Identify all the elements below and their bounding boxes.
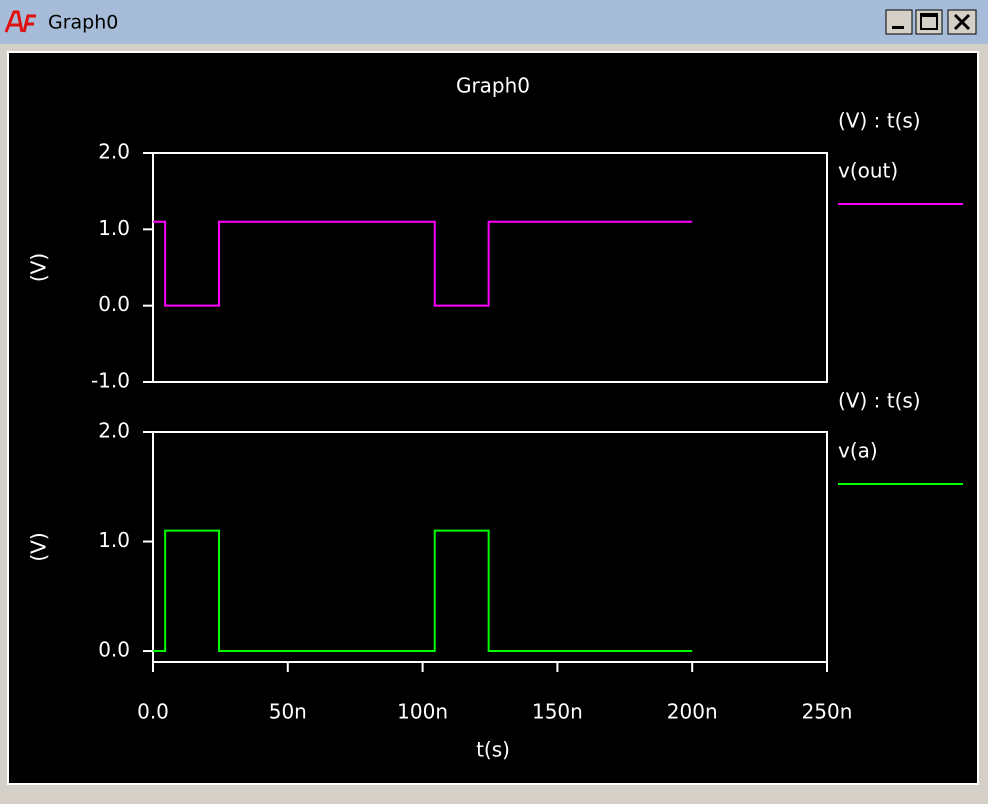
y-tick-label: 1.0 <box>98 216 130 240</box>
x-tick-label: 100n <box>397 700 448 724</box>
window-title: Graph0 <box>48 12 118 34</box>
axes-box <box>152 152 828 383</box>
y-tick-label: 2.0 <box>98 419 130 443</box>
chart-title: Graph0 <box>456 74 530 98</box>
close-button[interactable] <box>947 9 977 35</box>
y-tick-label: 0.0 <box>98 638 130 662</box>
x-axis-label: t(s) <box>476 738 510 762</box>
x-tick-label: 250n <box>802 700 853 724</box>
y-tick-label: 2.0 <box>98 140 130 164</box>
series-line <box>153 529 693 653</box>
x-tick-label: 150n <box>532 700 583 724</box>
y-tick-label: 1.0 <box>98 528 130 552</box>
x-tick-label: 50n <box>269 700 307 724</box>
axes-box <box>152 431 828 663</box>
y-tick-label: -1.0 <box>91 369 130 393</box>
series-line <box>153 220 693 307</box>
maximize-button[interactable] <box>915 9 943 35</box>
y-tick-label: 0.0 <box>98 292 130 316</box>
minimize-button[interactable] <box>885 9 913 35</box>
y-axis-label: (V) <box>27 253 51 282</box>
x-tick-label: 200n <box>667 700 718 724</box>
legend-label: v(out) <box>838 159 898 183</box>
y-axis-label: (V) <box>27 532 51 561</box>
legend-title: (V) : t(s) <box>838 389 921 413</box>
title-bar <box>0 0 988 44</box>
legend-title: (V) : t(s) <box>838 109 921 133</box>
app-icon <box>4 10 36 33</box>
legend-label: v(a) <box>838 439 878 463</box>
x-tick-label: 0.0 <box>137 700 169 724</box>
